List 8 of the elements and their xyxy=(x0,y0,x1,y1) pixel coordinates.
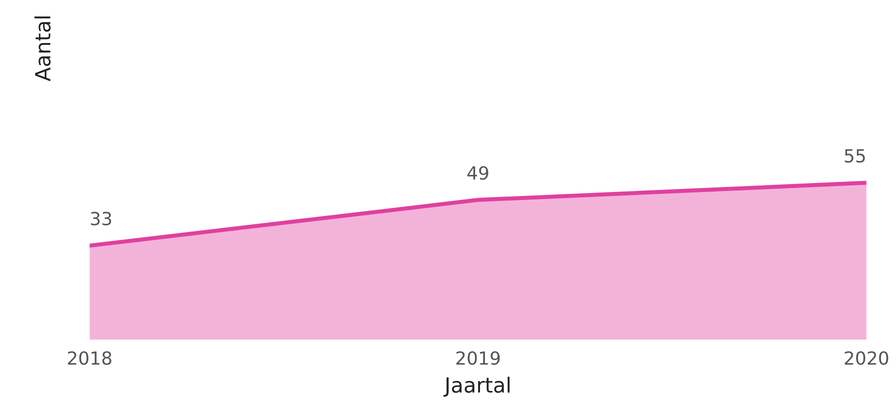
x-tick-label: 2018 xyxy=(68,351,112,365)
y-axis-title: Aantal xyxy=(34,16,51,82)
data-label: 49 xyxy=(467,166,488,180)
x-tick-label: 2019 xyxy=(456,351,500,365)
data-label: 55 xyxy=(844,149,865,163)
x-tick-label: 2020 xyxy=(844,351,888,365)
data-label: 33 xyxy=(90,212,112,226)
x-axis-title: Jaartal xyxy=(443,376,510,397)
